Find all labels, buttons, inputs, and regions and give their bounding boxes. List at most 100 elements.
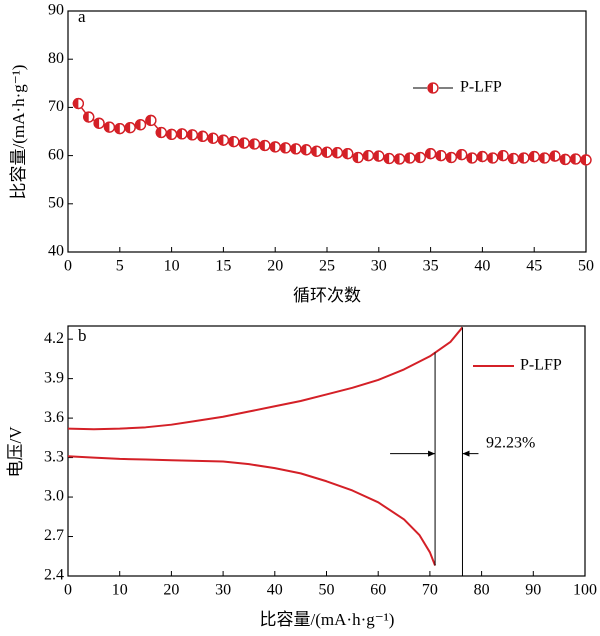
b-x-tick-label: 50 <box>319 582 335 599</box>
legend-a-marker-symbol <box>427 82 439 94</box>
panel-b-letter: b <box>78 326 87 345</box>
a-x-tick-label: 20 <box>267 258 283 275</box>
a-x-tick-label: 5 <box>116 258 124 275</box>
a-x-tick-label: 50 <box>578 258 594 275</box>
data-point-cycle-5 <box>114 122 126 135</box>
data-point-cycle-11 <box>176 128 188 140</box>
a-x-tick-label: 10 <box>164 258 180 275</box>
data-point-cycle-12 <box>186 129 198 141</box>
a-x-tick-label: 35 <box>423 258 439 275</box>
b-y-tick-label: 3.6 <box>44 409 64 426</box>
coulombic-efficiency-label: 92.23% <box>486 435 535 452</box>
data-point-cycle-22 <box>290 143 302 155</box>
a-y-tick-label: 60 <box>48 146 64 163</box>
data-point-cycle-33 <box>404 152 416 164</box>
b-x-tick-label: 0 <box>64 582 72 599</box>
data-point-cycle-41 <box>487 152 499 164</box>
data-point-cycle-45 <box>528 150 540 163</box>
data-point-cycle-17 <box>238 137 250 149</box>
data-point-cycle-18 <box>248 138 261 150</box>
data-point-cycle-29 <box>362 149 375 162</box>
data-point-cycle-44 <box>518 152 530 164</box>
panel-a-legend: P-LFP <box>413 79 502 96</box>
panel-a-x-axis-title: 循环次数 <box>293 286 361 305</box>
a-y-tick-label: 90 <box>48 2 64 19</box>
a-x-tick-label: 15 <box>215 258 231 275</box>
data-point-cycle-8 <box>145 114 157 127</box>
b-x-tick-label: 80 <box>474 582 490 599</box>
panel-a-y-axis-title: 比容量/(mA·h·g⁻¹) <box>9 65 28 200</box>
a-x-tick-label: 30 <box>371 258 387 275</box>
a-x-tick-label: 25 <box>319 258 335 275</box>
data-point-cycle-26 <box>331 147 344 159</box>
data-point-cycle-37 <box>445 151 457 164</box>
arrow-to-charge-head <box>462 450 470 457</box>
data-point-cycle-2 <box>83 111 95 123</box>
data-point-cycle-19 <box>259 139 271 152</box>
panel-a-ticks: 0 5 10 15 20 25 30 35 40 45 50 40 50 60 70 80 90 <box>48 2 594 275</box>
curve-discharge <box>67 455 437 566</box>
a-x-tick-label: 40 <box>474 258 490 275</box>
data-point-cycle-47 <box>549 150 561 162</box>
data-point-cycle-34 <box>414 151 426 164</box>
arrow-to-discharge-head <box>428 450 436 457</box>
panel-b-ticks: 0 10 20 30 40 50 60 70 80 90 100 2.4 2.7 3.0 3.3 3.6 3.9… <box>44 330 597 599</box>
data-point-cycle-15 <box>217 134 230 146</box>
data-point-cycle-46 <box>538 152 551 164</box>
a-y-tick-label: 70 <box>48 98 64 115</box>
b-x-tick-label: 30 <box>215 582 231 599</box>
panel-b-efficiency-annotation <box>390 327 479 576</box>
b-y-tick-label: 3.0 <box>44 488 64 505</box>
data-point-cycle-6 <box>124 121 136 134</box>
data-point-cycle-49 <box>569 153 582 165</box>
data-point-cycle-13 <box>197 130 209 142</box>
data-point-cycle-38 <box>456 148 468 161</box>
panel-b-x-axis-title: 比容量/(mA·h·g⁻¹) <box>260 610 395 629</box>
data-point-cycle-31 <box>383 152 395 165</box>
data-point-cycle-30 <box>373 150 385 162</box>
data-point-cycle-10 <box>165 128 178 141</box>
data-point-cycle-32 <box>393 153 406 165</box>
panel-a-letter: a <box>78 7 86 26</box>
legend-a-label: P-LFP <box>460 79 502 96</box>
data-point-cycle-14 <box>207 132 219 144</box>
b-x-tick-label: 20 <box>163 582 179 599</box>
panel-a-cycling-chart: a 0 5 10 15 20 25 30 35 40 45 50 40 50 60 70 80 90 P-LFP… <box>9 2 594 305</box>
a-x-tick-label: 45 <box>526 258 542 275</box>
panel-a-series-p-lfp <box>72 97 592 166</box>
legend-a-marker <box>427 82 439 94</box>
data-point-cycle-40 <box>476 150 489 163</box>
a-y-tick-label: 80 <box>48 50 64 67</box>
data-point-cycle-39 <box>466 152 478 164</box>
data-point-cycle-24 <box>310 145 323 157</box>
panel-b-y-axis-title: 电压/V <box>6 426 25 478</box>
b-y-tick-label: 4.2 <box>44 330 64 347</box>
panel-a-frame <box>67 10 587 253</box>
data-point-cycle-48 <box>559 153 571 166</box>
data-point-cycle-43 <box>507 152 520 165</box>
data-point-cycle-35 <box>424 148 437 160</box>
data-point-cycle-21 <box>279 142 292 154</box>
panel-b-legend: P-LFP <box>473 357 562 374</box>
data-point-cycle-3 <box>93 117 105 129</box>
a-x-tick-label: 0 <box>64 258 72 275</box>
b-x-tick-label: 100 <box>573 582 597 599</box>
b-x-tick-label: 10 <box>112 582 128 599</box>
a-y-tick-label: 40 <box>48 243 64 260</box>
b-y-tick-label: 3.3 <box>44 448 64 465</box>
data-point-cycle-23 <box>300 144 312 156</box>
b-x-tick-label: 40 <box>267 582 283 599</box>
data-point-cycle-7 <box>134 119 147 131</box>
data-point-cycle-36 <box>435 149 447 162</box>
curve-charge <box>67 326 464 431</box>
data-point-cycle-4 <box>103 121 116 133</box>
data-point-cycle-20 <box>269 141 281 153</box>
data-point-cycle-25 <box>321 146 333 158</box>
b-x-tick-label: 90 <box>525 582 541 599</box>
panel-b-charge-discharge-chart: b 0 10 20 30 40 50 60 70 80 90 100 2.4 2.7 3.0 3.3 3.6 3… <box>6 325 597 629</box>
a-y-tick-label: 50 <box>48 194 64 211</box>
data-point-cycle-50 <box>580 154 592 166</box>
b-y-tick-label: 2.7 <box>44 527 64 544</box>
data-point-cycle-28 <box>352 151 364 164</box>
